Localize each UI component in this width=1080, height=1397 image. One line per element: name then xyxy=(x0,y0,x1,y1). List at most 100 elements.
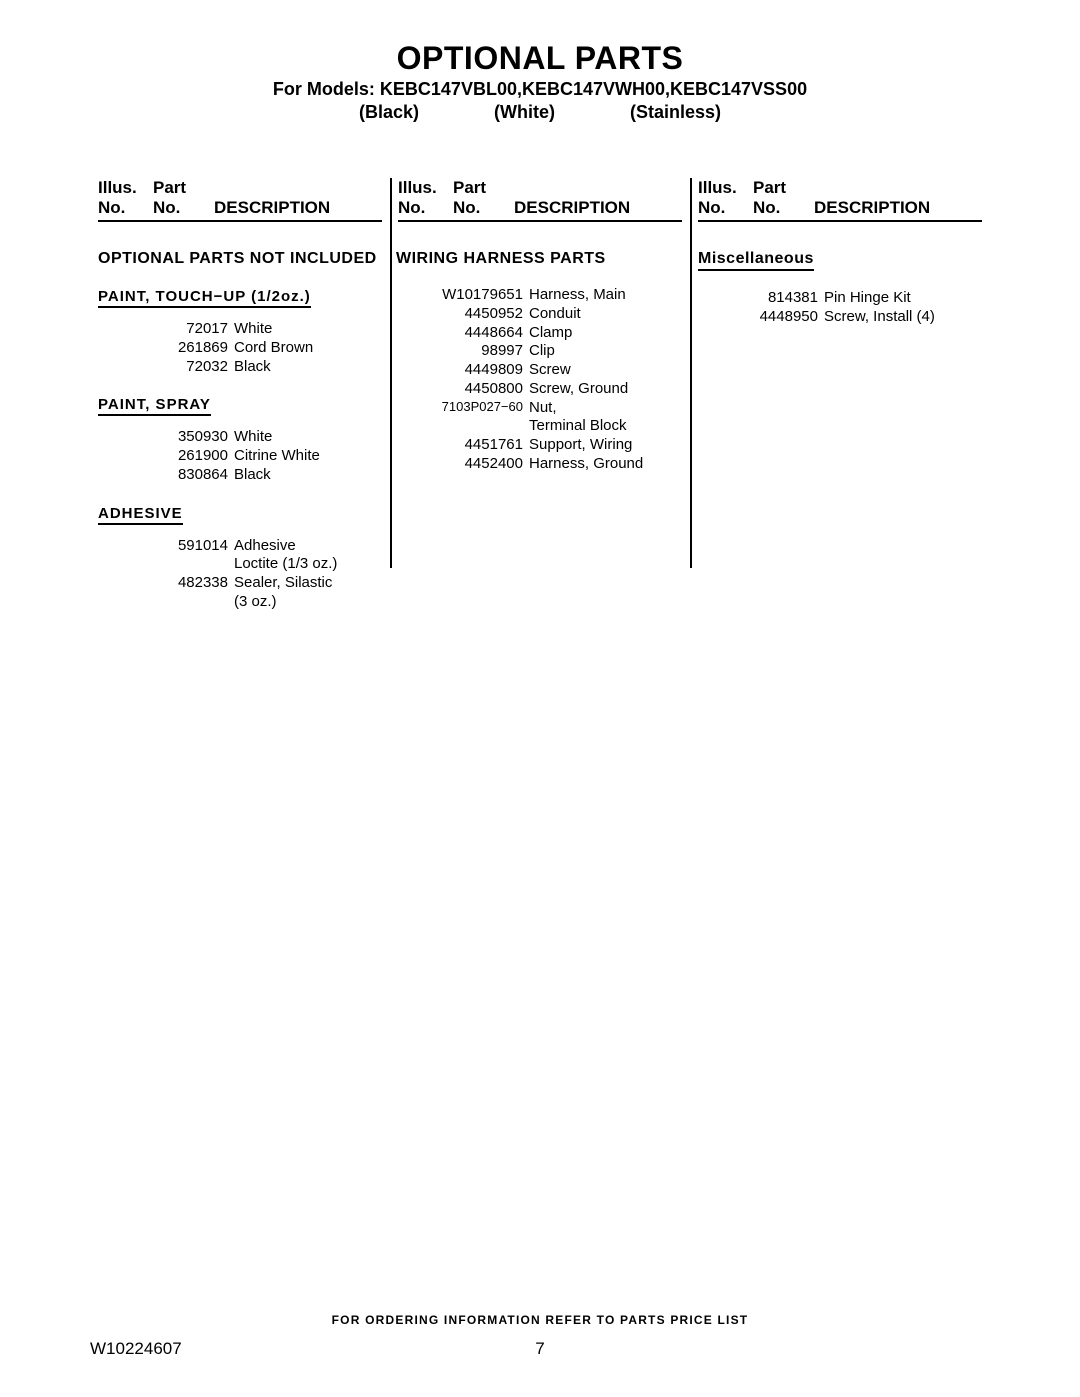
header-desc: DESCRIPTION xyxy=(808,198,982,218)
finish-stainless: (Stainless) xyxy=(630,102,721,123)
header-part: Part No. xyxy=(153,178,208,218)
part-no: 350930 xyxy=(153,428,234,447)
part-no: 261869 xyxy=(153,339,234,358)
table-row: W10179651Harness, Main xyxy=(398,286,682,305)
header-illus: Illus. No. xyxy=(398,178,453,218)
part-desc: Citrine White xyxy=(234,447,382,466)
header-desc: DESCRIPTION xyxy=(508,198,682,218)
table-row: 4451761Support, Wiring xyxy=(398,436,682,455)
columns-wrap: Illus. No. Part No. DESCRIPTION OPTIONAL… xyxy=(90,178,990,612)
table-row: 350930White xyxy=(98,428,382,447)
part-desc: (3 oz.) xyxy=(234,593,382,612)
header-text: No. xyxy=(398,198,453,218)
header-text: Part xyxy=(753,178,808,198)
part-no: 72017 xyxy=(153,320,234,339)
table-row: 814381Pin Hinge Kit xyxy=(698,289,982,308)
table-row: 4452400Harness, Ground xyxy=(398,455,682,474)
table-row: 261869Cord Brown xyxy=(98,339,382,358)
part-desc: Nut, xyxy=(529,399,682,418)
column-3: Illus. No. Part No. DESCRIPTION Miscella… xyxy=(690,178,990,612)
part-desc: Black xyxy=(234,466,382,485)
column-2: Illus. No. Part No. DESCRIPTION WIRING H… xyxy=(390,178,690,612)
part-no: 4449809 xyxy=(418,361,529,380)
header-illus: Illus. No. xyxy=(698,178,753,218)
rows-spray: 350930White 261900Citrine White 830864Bl… xyxy=(98,428,382,484)
part-no: 7103P027−60 xyxy=(418,399,529,418)
rows-wiring: W10179651Harness, Main 4450952Conduit 44… xyxy=(398,286,682,474)
column-header: Illus. No. Part No. DESCRIPTION xyxy=(398,178,682,222)
part-desc: Terminal Block xyxy=(529,417,682,436)
finish-black: (Black) xyxy=(359,102,419,123)
table-row: 830864Black xyxy=(98,466,382,485)
table-row: 261900Citrine White xyxy=(98,447,382,466)
rows-touchup: 72017White 261869Cord Brown 72032Black xyxy=(98,320,382,376)
section-wiring: WIRING HARNESS PARTS xyxy=(396,250,682,268)
part-no xyxy=(153,555,234,574)
part-no: 72032 xyxy=(153,358,234,377)
header-text: No. xyxy=(98,198,153,218)
section-adhesive: ADHESIVE xyxy=(98,505,183,525)
header-text: Part xyxy=(153,178,208,198)
header-text: No. xyxy=(698,198,753,218)
rows-adhesive: 591014Adhesive Loctite (1/3 oz.) 482338S… xyxy=(98,537,382,612)
column-1: Illus. No. Part No. DESCRIPTION OPTIONAL… xyxy=(90,178,390,612)
part-no: 830864 xyxy=(153,466,234,485)
header-text: Illus. xyxy=(98,178,153,198)
part-desc: Screw, Ground xyxy=(529,380,682,399)
part-desc: Conduit xyxy=(529,305,682,324)
header-text: Illus. xyxy=(398,178,453,198)
table-row: 7103P027−60Nut, xyxy=(398,399,682,418)
part-no: 482338 xyxy=(153,574,234,593)
part-no: 591014 xyxy=(153,537,234,556)
part-desc: Loctite (1/3 oz.) xyxy=(234,555,382,574)
part-no: 4448664 xyxy=(418,324,529,343)
header-desc: DESCRIPTION xyxy=(208,198,382,218)
part-no: 4448950 xyxy=(738,308,824,327)
finish-white: (White) xyxy=(494,102,555,123)
section-spray: PAINT, SPRAY xyxy=(98,396,211,416)
part-desc: Black xyxy=(234,358,382,377)
section-touchup: PAINT, TOUCH−UP (1/2oz.) xyxy=(98,288,311,308)
part-no: W10179651 xyxy=(418,286,529,305)
part-desc: Adhesive xyxy=(234,537,382,556)
table-row: (3 oz.) xyxy=(98,593,382,612)
part-desc: Screw, Install (4) xyxy=(824,308,982,327)
part-no: 4450952 xyxy=(418,305,529,324)
part-desc: Harness, Ground xyxy=(529,455,682,474)
part-desc: White xyxy=(234,320,382,339)
table-row: 98997Clip xyxy=(398,342,682,361)
part-desc: Clip xyxy=(529,342,682,361)
part-desc: Pin Hinge Kit xyxy=(824,289,982,308)
table-row: 72017White xyxy=(98,320,382,339)
header-part: Part No. xyxy=(453,178,508,218)
table-row: Loctite (1/3 oz.) xyxy=(98,555,382,574)
part-no: 814381 xyxy=(738,289,824,308)
rows-misc: 814381Pin Hinge Kit 4448950Screw, Instal… xyxy=(698,289,982,327)
table-row: 4448950Screw, Install (4) xyxy=(698,308,982,327)
header-text: No. xyxy=(453,198,508,218)
footer-page-number: 7 xyxy=(0,1339,1080,1359)
column-header: Illus. No. Part No. DESCRIPTION xyxy=(698,178,982,222)
header-text: No. xyxy=(753,198,808,218)
header-text: No. xyxy=(153,198,208,218)
part-no: 261900 xyxy=(153,447,234,466)
part-desc: Clamp xyxy=(529,324,682,343)
part-no: 4452400 xyxy=(418,455,529,474)
part-desc: Screw xyxy=(529,361,682,380)
column-header: Illus. No. Part No. DESCRIPTION xyxy=(98,178,382,222)
part-no: 4451761 xyxy=(418,436,529,455)
part-desc: Sealer, Silastic xyxy=(234,574,382,593)
header-illus: Illus. No. xyxy=(98,178,153,218)
page-title: OPTIONAL PARTS xyxy=(90,40,990,77)
table-row: 482338Sealer, Silastic xyxy=(98,574,382,593)
table-row: 4450800Screw, Ground xyxy=(398,380,682,399)
part-desc: Support, Wiring xyxy=(529,436,682,455)
section-optional-parts: OPTIONAL PARTS NOT INCLUDED xyxy=(98,250,382,268)
models-line: For Models: KEBC147VBL00,KEBC147VWH00,KE… xyxy=(90,79,990,100)
header-text: Part xyxy=(453,178,508,198)
table-row: 4449809Screw xyxy=(398,361,682,380)
part-no xyxy=(418,417,529,436)
table-row: 72032Black xyxy=(98,358,382,377)
table-row: 4448664Clamp xyxy=(398,324,682,343)
footer-note: FOR ORDERING INFORMATION REFER TO PARTS … xyxy=(0,1313,1080,1327)
